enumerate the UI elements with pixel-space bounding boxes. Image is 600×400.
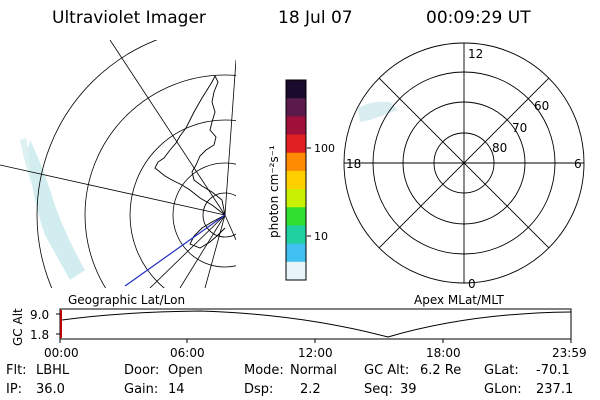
colorbar-band <box>286 207 306 226</box>
terminator-line <box>124 214 226 287</box>
altitude-timeline: GC Alt 9.0 1.8 00:00 06:00 12:00 18:00 2… <box>11 308 587 360</box>
colorbar-band <box>286 170 306 190</box>
colorbar-band <box>286 134 306 154</box>
gain-value: 14 <box>168 382 185 397</box>
timeline-xtick-1200: 12:00 <box>298 346 333 360</box>
coastline <box>154 74 226 217</box>
glat-label: GLat: <box>484 363 519 378</box>
latitude-circles <box>36 40 236 288</box>
timeline-xtick-2359: 23:59 <box>552 346 587 360</box>
colorbar-tick-100: 100 <box>314 142 335 155</box>
date-label: 18 Jul 07 <box>278 8 353 28</box>
timeline-axis-label: GC Alt <box>11 308 25 346</box>
timeline-xtick-0000: 00:00 <box>44 346 79 360</box>
timeline-xtick-1800: 18:00 <box>426 346 461 360</box>
altitude-curve <box>61 310 572 338</box>
timeline-xtick-0600: 06:00 <box>170 346 205 360</box>
mlt-6-label: 6 <box>574 157 582 171</box>
mlt-18-label: 18 <box>346 157 361 171</box>
door-value: Open <box>168 363 203 378</box>
gc-alt-label: GC Alt: <box>364 363 410 378</box>
lat-80-label: 80 <box>492 141 507 155</box>
polar-map: 12 18 6 0 60 70 80 <box>343 42 585 291</box>
aurora-emission-left <box>28 140 85 280</box>
geographic-map <box>0 40 236 288</box>
instrument-title: Ultraviolet Imager <box>52 8 206 28</box>
lat-70-label: 70 <box>512 121 527 135</box>
filter-label: Flt: <box>6 363 27 378</box>
ip-label: IP: <box>6 382 23 397</box>
timeline-ytick-1-8: 1.8 <box>30 328 49 342</box>
longitude-lines <box>0 40 236 288</box>
apex-caption: Apex MLat/MLT <box>414 293 504 307</box>
seq-value: 39 <box>400 382 417 397</box>
aurora-emission-left-faint <box>20 138 40 190</box>
ip-value: 36.0 <box>36 382 65 397</box>
colorbar-band <box>286 152 306 172</box>
colorbar-band <box>286 116 306 136</box>
glon-label: GLon: <box>484 382 522 397</box>
mlt-0-label: 0 <box>468 277 476 291</box>
colorbar-band <box>286 80 306 99</box>
colorbar-band <box>286 261 306 281</box>
glat-value: -70.1 <box>536 363 570 378</box>
colorbar-border <box>285 79 307 281</box>
dsp-label: Dsp: <box>244 382 274 397</box>
door-label: Door: <box>124 363 160 378</box>
filter-value: LBHL <box>36 363 70 378</box>
dsp-value: 2.2 <box>300 382 321 397</box>
aurora-emission-right <box>358 101 398 122</box>
colorbar-tick-10: 10 <box>314 230 328 243</box>
geographic-caption: Geographic Lat/Lon <box>68 293 185 307</box>
colorbar <box>285 79 307 281</box>
time-label: 00:09:29 UT <box>426 8 531 28</box>
glon-value: 237.1 <box>536 382 574 397</box>
gc-alt-value: 6.2 Re <box>420 363 462 378</box>
colorbar-unit-label: photon cm⁻²s⁻¹ <box>267 145 281 238</box>
timeline-ytick-9: 9.0 <box>30 308 49 322</box>
gain-label: Gain: <box>124 382 159 397</box>
mlt-12-label: 12 <box>468 47 483 61</box>
colorbar-band <box>286 98 306 117</box>
lat-60-label: 60 <box>534 99 549 113</box>
colorbar-band <box>286 243 306 263</box>
mode-label: Mode: <box>244 363 284 378</box>
colorbar-band <box>286 225 306 245</box>
mode-value: Normal <box>290 363 338 378</box>
coastline-south <box>189 214 226 249</box>
colorbar-band <box>286 189 306 208</box>
seq-label: Seq: <box>364 382 393 397</box>
